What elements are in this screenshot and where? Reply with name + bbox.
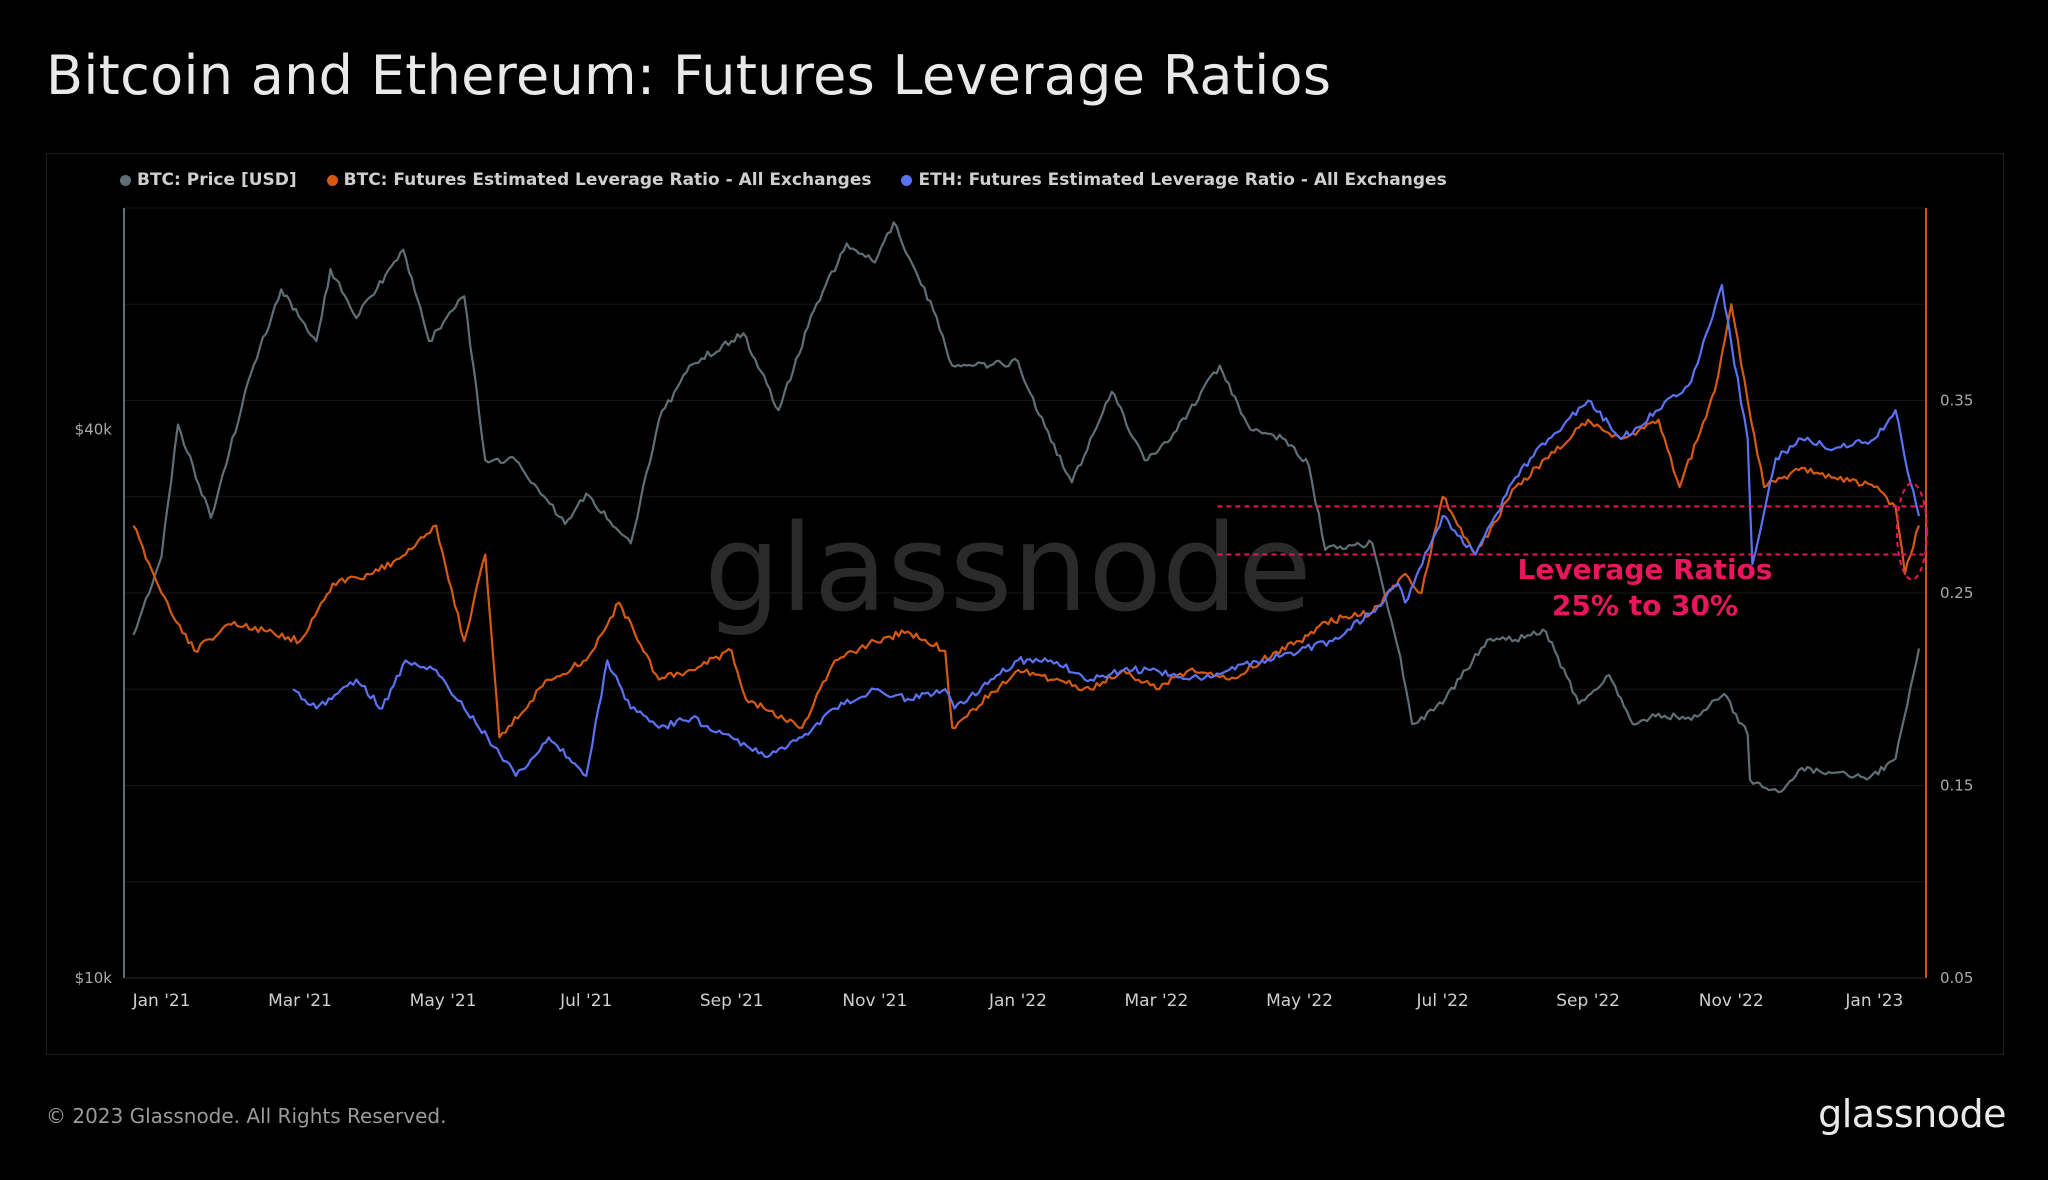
y-right-tick-label: 0.05 <box>1940 969 1973 987</box>
annotation-text: Leverage Ratios <box>1518 553 1773 586</box>
x-tick-label: Jan '23 <box>1844 991 1903 1011</box>
x-tick-label: Nov '21 <box>842 991 907 1011</box>
x-tick-label: Jan '22 <box>988 991 1047 1011</box>
y-left-tick-label: $10k <box>75 969 113 987</box>
legend-label-eth-leverage: ETH: Futures Estimated Leverage Ratio - … <box>918 170 1447 190</box>
legend-item-btc-price[interactable]: BTC: Price [USD] <box>120 170 297 190</box>
x-tick-label: Mar '22 <box>1124 991 1188 1011</box>
series-line-eth-leverage <box>292 283 1921 777</box>
axes: $10k $40k 0.05 0.15 0.25 0.35 Jan '21 Mar '21 Ma… <box>75 208 1973 1011</box>
page-title: Bitcoin and Ethereum: Futures Leverage R… <box>46 44 1332 107</box>
brand-logo[interactable]: glassnode <box>1818 1092 2006 1136</box>
x-tick-label: Nov '22 <box>1699 991 1764 1011</box>
annotation-ellipse <box>1895 482 1928 581</box>
legend-item-btc-leverage[interactable]: BTC: Futures Estimated Leverage Ratio - … <box>326 170 872 190</box>
y-left-tick-label: $40k <box>75 420 113 438</box>
legend-dot-btc-price <box>120 174 131 186</box>
y-right-tick-label: 0.15 <box>1940 777 1973 795</box>
x-tick-label: Jul '22 <box>1416 991 1469 1011</box>
copyright: © 2023 Glassnode. All Rights Reserved. <box>46 1104 447 1128</box>
x-tick-label: May '21 <box>410 991 477 1011</box>
legend-label-btc-price: BTC: Price [USD] <box>137 170 297 190</box>
legend-dot-eth-leverage <box>901 174 913 186</box>
series-line-btc-price <box>132 221 1921 794</box>
legend: BTC: Price [USD] BTC: Futures Estimated … <box>120 170 1447 190</box>
x-tick-label: May '22 <box>1266 991 1333 1011</box>
legend-dot-btc-leverage <box>326 174 338 186</box>
annotation-text: 25% to 30% <box>1552 589 1738 622</box>
x-tick-label: Jan '21 <box>132 991 191 1011</box>
watermark: glassnode <box>704 500 1312 639</box>
x-tick-label: Mar '21 <box>268 991 332 1011</box>
legend-label-btc-leverage: BTC: Futures Estimated Leverage Ratio - … <box>343 170 872 190</box>
series-lines <box>132 221 1921 794</box>
legend-item-eth-leverage[interactable]: ETH: Futures Estimated Leverage Ratio - … <box>901 170 1447 190</box>
x-tick-label: Jul '21 <box>559 991 612 1011</box>
x-tick-label: Sep '21 <box>700 991 764 1011</box>
x-tick-label: Sep '22 <box>1556 991 1620 1011</box>
chart-panel <box>46 153 2004 1055</box>
y-right-tick-label: 0.35 <box>1940 392 1973 410</box>
y-right-tick-label: 0.25 <box>1940 584 1973 602</box>
